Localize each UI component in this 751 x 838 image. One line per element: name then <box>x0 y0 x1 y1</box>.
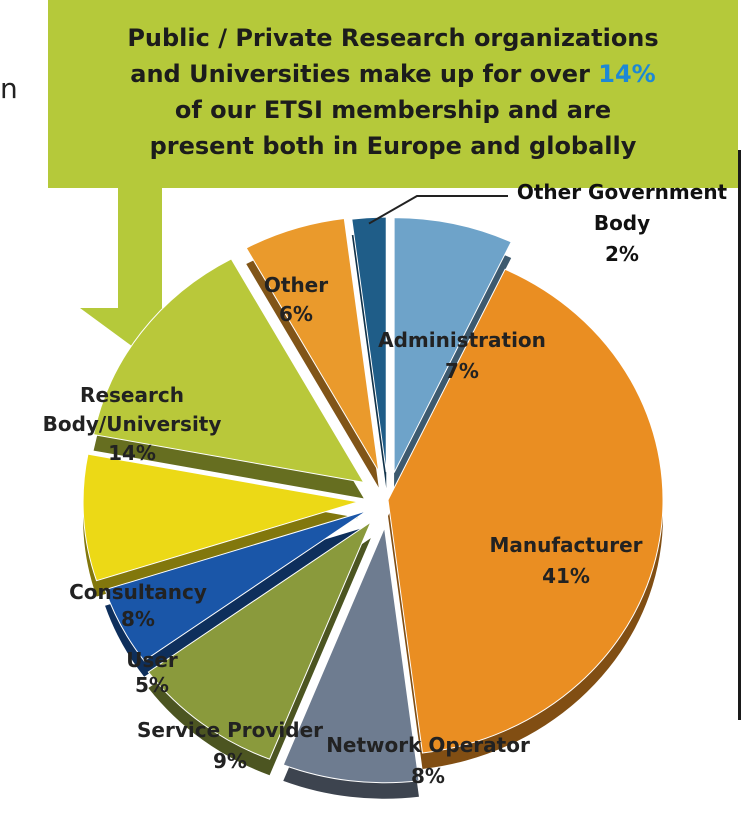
label-other-government-pct: 2% <box>605 242 639 266</box>
label-other-government-name-1: Other Government <box>516 180 728 204</box>
label-other-government-name-2: Body <box>593 211 651 235</box>
label-user-pct: 5% <box>135 673 169 697</box>
label-service-provider-pct: 9% <box>213 749 247 773</box>
label-service-provider-name: Service Provider <box>136 718 324 742</box>
label-research-name-1: Research <box>80 383 184 407</box>
pie-slice-service-provider <box>147 520 372 760</box>
label-administration-name: Administration <box>378 328 546 352</box>
label-user-name: User <box>126 648 178 672</box>
pie-slice-network-operator <box>282 525 420 784</box>
callout-line-3: of our ETSI membership and are <box>174 96 612 124</box>
label-manufacturer-name: Manufacturer <box>489 533 643 557</box>
leader-line-other-government <box>368 195 508 225</box>
callout-highlight-percent: 14% <box>598 60 656 88</box>
cropped-text-fragment: n <box>0 72 18 105</box>
callout-line-1: Public / Private Research organizations <box>127 24 659 52</box>
label-service-provider: Service Provider 9% <box>137 718 323 774</box>
label-manufacturer: Manufacturer 41% <box>489 533 642 589</box>
label-research-pct: 14% <box>108 441 156 465</box>
pie-slice-other-government-body <box>351 216 387 473</box>
label-consultancy-name: Consultancy <box>69 580 207 604</box>
pie-slice-research-body-university <box>93 258 365 484</box>
label-other-name: Other <box>263 273 329 297</box>
label-network-operator: Network Operator 8% <box>326 733 530 789</box>
label-consultancy: Consultancy 8% <box>69 580 207 632</box>
callout-box <box>48 0 738 188</box>
label-administration-pct: 7% <box>445 359 479 383</box>
pie-slice-administration <box>393 217 512 473</box>
label-research: Research Body/University 14% <box>43 383 222 466</box>
label-other-pct: 6% <box>279 302 313 326</box>
callout-text: Public / Private Research organizations … <box>60 20 726 164</box>
label-user: User 5% <box>126 648 178 698</box>
label-other-government: Other Government Body 2% <box>517 180 727 267</box>
label-manufacturer-pct: 41% <box>542 564 590 588</box>
label-research-name-2: Body/University <box>42 412 222 436</box>
callout-line-4: present both in Europe and globally <box>149 132 637 160</box>
pie-slice-consultancy <box>82 453 359 582</box>
pie-slice-user <box>104 510 367 662</box>
right-divider-line <box>738 150 741 720</box>
callout-line-2: and Universities make up for over 14% <box>60 56 726 92</box>
label-consultancy-pct: 8% <box>121 607 155 631</box>
callout-line-2-text: and Universities make up for over <box>130 60 599 88</box>
pie-slice-other <box>245 217 380 472</box>
label-other: Other 6% <box>264 273 328 327</box>
label-network-operator-pct: 8% <box>411 764 445 788</box>
label-administration: Administration 7% <box>378 328 546 384</box>
pie-slice-manufacturer <box>387 268 664 754</box>
label-network-operator-name: Network Operator <box>326 733 530 757</box>
